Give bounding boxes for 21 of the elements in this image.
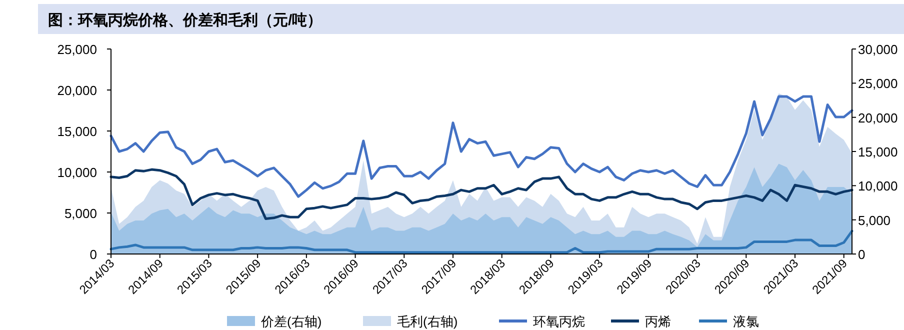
legend-label: 丙烯 xyxy=(645,314,671,329)
y-tick-label: 20,000 xyxy=(57,83,97,98)
y2-tick-label: 30,000 xyxy=(858,42,898,57)
y2-tick-label: 25,000 xyxy=(858,76,898,92)
y2-tick-label: 20,000 xyxy=(858,110,898,126)
legend-label: 毛利(右轴) xyxy=(397,314,458,329)
y2-tick-label: 10,000 xyxy=(858,178,898,194)
legend-label: 价差(右轴) xyxy=(260,314,322,329)
legend-label: 环氧丙烷 xyxy=(533,314,585,329)
y2-tick-label: 5,000 xyxy=(858,212,891,228)
line-series xyxy=(110,168,854,220)
line-series xyxy=(110,95,854,198)
y-tick-label: 15,000 xyxy=(57,124,97,139)
y2-tick-label: 0 xyxy=(858,247,866,262)
chart-title: 图：环氧丙烷价格、价差和毛利（元/吨） xyxy=(48,12,322,29)
y2-tick-label: 15,000 xyxy=(858,144,898,160)
y-tick-label: 10,000 xyxy=(57,165,97,180)
legend-label: 液氯 xyxy=(733,314,759,329)
y-tick-label: 0 xyxy=(90,247,97,262)
y-tick-label: 5,000 xyxy=(64,206,97,221)
y-tick-label: 25,000 xyxy=(57,42,97,57)
